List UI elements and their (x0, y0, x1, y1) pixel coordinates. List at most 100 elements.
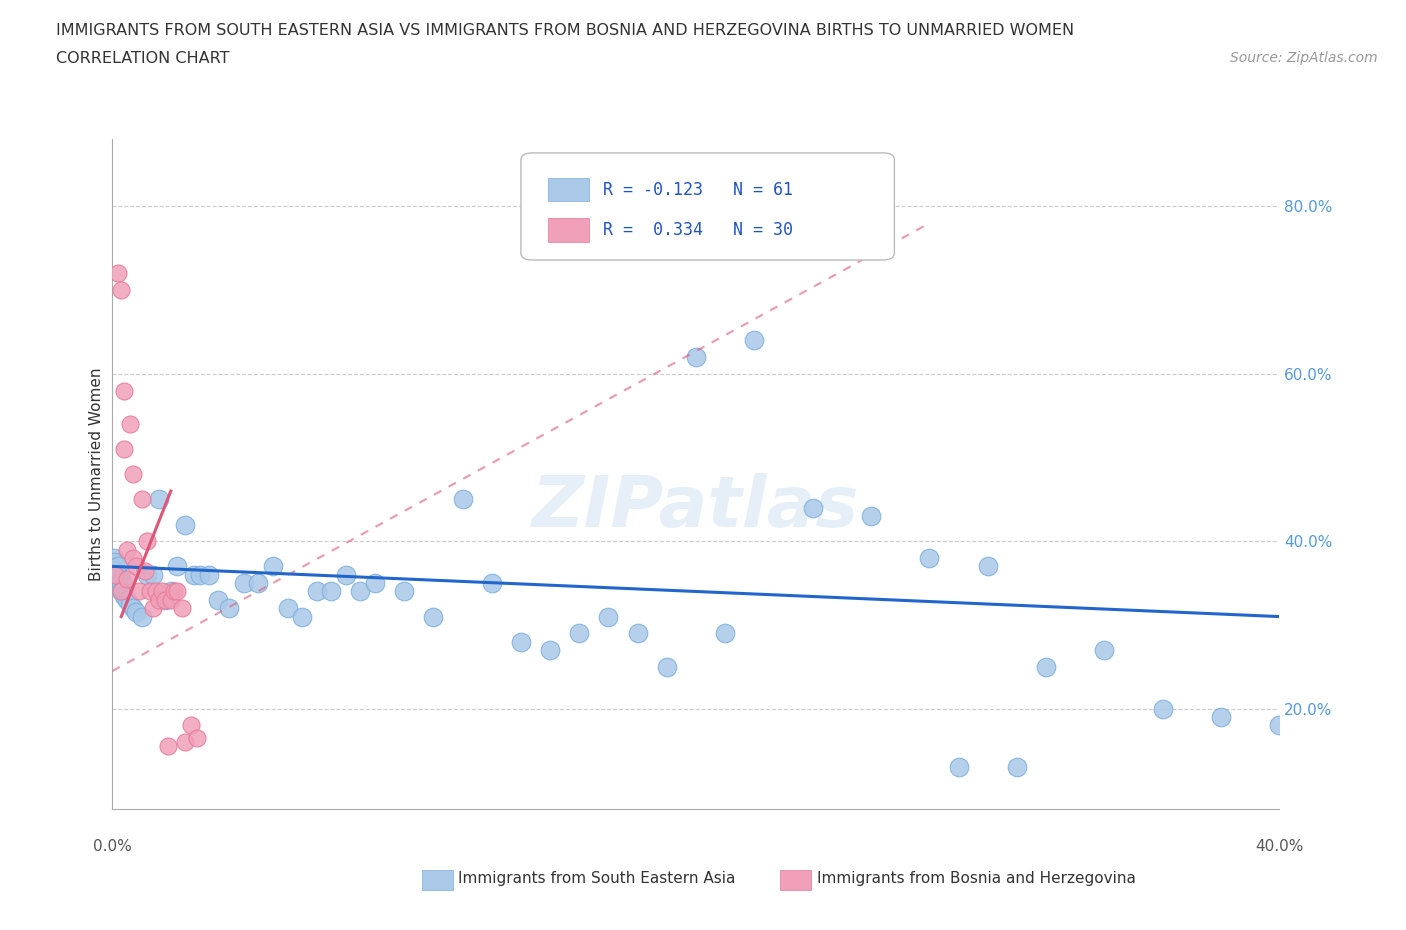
Point (112, 580, 135, 595)
Point (148, 492, 170, 507)
Point (150, 584, 173, 599)
Point (160, 584, 183, 599)
Point (104, 567, 127, 582)
Point (142, 567, 165, 582)
Point (685, 350, 707, 365)
Point (948, 760, 970, 775)
Point (107, 567, 129, 582)
Text: Source: ZipAtlas.com: Source: ZipAtlas.com (1230, 51, 1378, 65)
Point (115, 592, 138, 607)
Point (104, 564, 127, 578)
Point (145, 584, 167, 599)
Point (174, 735, 197, 750)
Text: 40.0%: 40.0% (1256, 839, 1303, 854)
Point (131, 492, 153, 507)
Point (166, 559, 188, 574)
Point (1092, 643, 1115, 658)
Point (481, 576, 503, 591)
Point (174, 517, 197, 532)
Point (218, 601, 240, 616)
Point (321, 584, 343, 599)
Point (1268, 718, 1291, 733)
Point (110, 571, 132, 587)
Text: 0.0%: 0.0% (93, 839, 132, 854)
Point (188, 567, 211, 582)
Point (392, 584, 416, 599)
Point (742, 333, 765, 348)
Point (122, 551, 145, 565)
Point (142, 601, 165, 616)
Point (136, 567, 159, 582)
Point (714, 626, 737, 641)
Point (183, 567, 205, 582)
Point (859, 509, 883, 524)
Point (1209, 710, 1232, 724)
Point (976, 559, 998, 574)
Y-axis label: Births to Unmarried Women: Births to Unmarried Women (89, 367, 104, 581)
Point (291, 609, 314, 624)
Text: IMMIGRANTS FROM SOUTH EASTERN ASIA VS IMMIGRANTS FROM BOSNIA AND HERZEGOVINA BIR: IMMIGRANTS FROM SOUTH EASTERN ASIA VS IM… (56, 23, 1074, 38)
Point (153, 592, 176, 607)
Text: R =  0.334   N = 30: R = 0.334 N = 30 (603, 221, 793, 239)
Point (172, 601, 194, 616)
Point (136, 534, 159, 549)
Text: Immigrants from Bosnia and Herzegovina: Immigrants from Bosnia and Herzegovina (817, 871, 1136, 886)
Point (655, 659, 678, 674)
Point (112, 588, 135, 603)
Point (1005, 760, 1028, 775)
Point (122, 601, 145, 616)
Point (112, 383, 135, 398)
Point (598, 609, 620, 624)
Point (918, 551, 941, 565)
Point (1035, 659, 1057, 674)
Point (125, 604, 148, 619)
Point (110, 283, 132, 298)
Bar (548, 178, 589, 201)
Point (131, 609, 153, 624)
Point (118, 417, 141, 432)
Point (232, 576, 254, 591)
Point (262, 559, 284, 574)
Point (139, 584, 162, 599)
Point (247, 576, 270, 591)
Point (422, 609, 444, 624)
Text: R = -0.123   N = 61: R = -0.123 N = 61 (603, 180, 793, 199)
FancyBboxPatch shape (520, 153, 894, 260)
Point (180, 718, 202, 733)
Point (186, 731, 208, 746)
Point (125, 559, 148, 574)
Point (128, 584, 150, 599)
Point (110, 584, 132, 599)
Point (122, 467, 145, 482)
Point (153, 592, 176, 607)
Point (115, 542, 138, 557)
Point (335, 567, 357, 582)
Point (801, 500, 824, 515)
Point (118, 597, 141, 612)
Point (166, 584, 188, 599)
Point (349, 584, 371, 599)
Point (538, 643, 561, 658)
Bar (548, 219, 589, 242)
Point (104, 554, 127, 569)
Point (197, 567, 219, 582)
Point (110, 576, 132, 591)
Point (364, 576, 387, 591)
Point (626, 626, 648, 641)
Text: Immigrants from South Eastern Asia: Immigrants from South Eastern Asia (458, 871, 735, 886)
Point (163, 584, 186, 599)
Text: ZIPatlas: ZIPatlas (533, 473, 859, 542)
Point (207, 592, 229, 607)
Point (276, 601, 298, 616)
Point (156, 738, 179, 753)
Point (305, 584, 328, 599)
Point (107, 559, 129, 574)
Point (103, 551, 125, 565)
Point (148, 592, 170, 607)
Point (110, 584, 132, 599)
Point (115, 571, 138, 587)
Point (1152, 701, 1174, 716)
Point (451, 492, 474, 507)
Text: CORRELATION CHART: CORRELATION CHART (56, 51, 229, 66)
Point (568, 626, 591, 641)
